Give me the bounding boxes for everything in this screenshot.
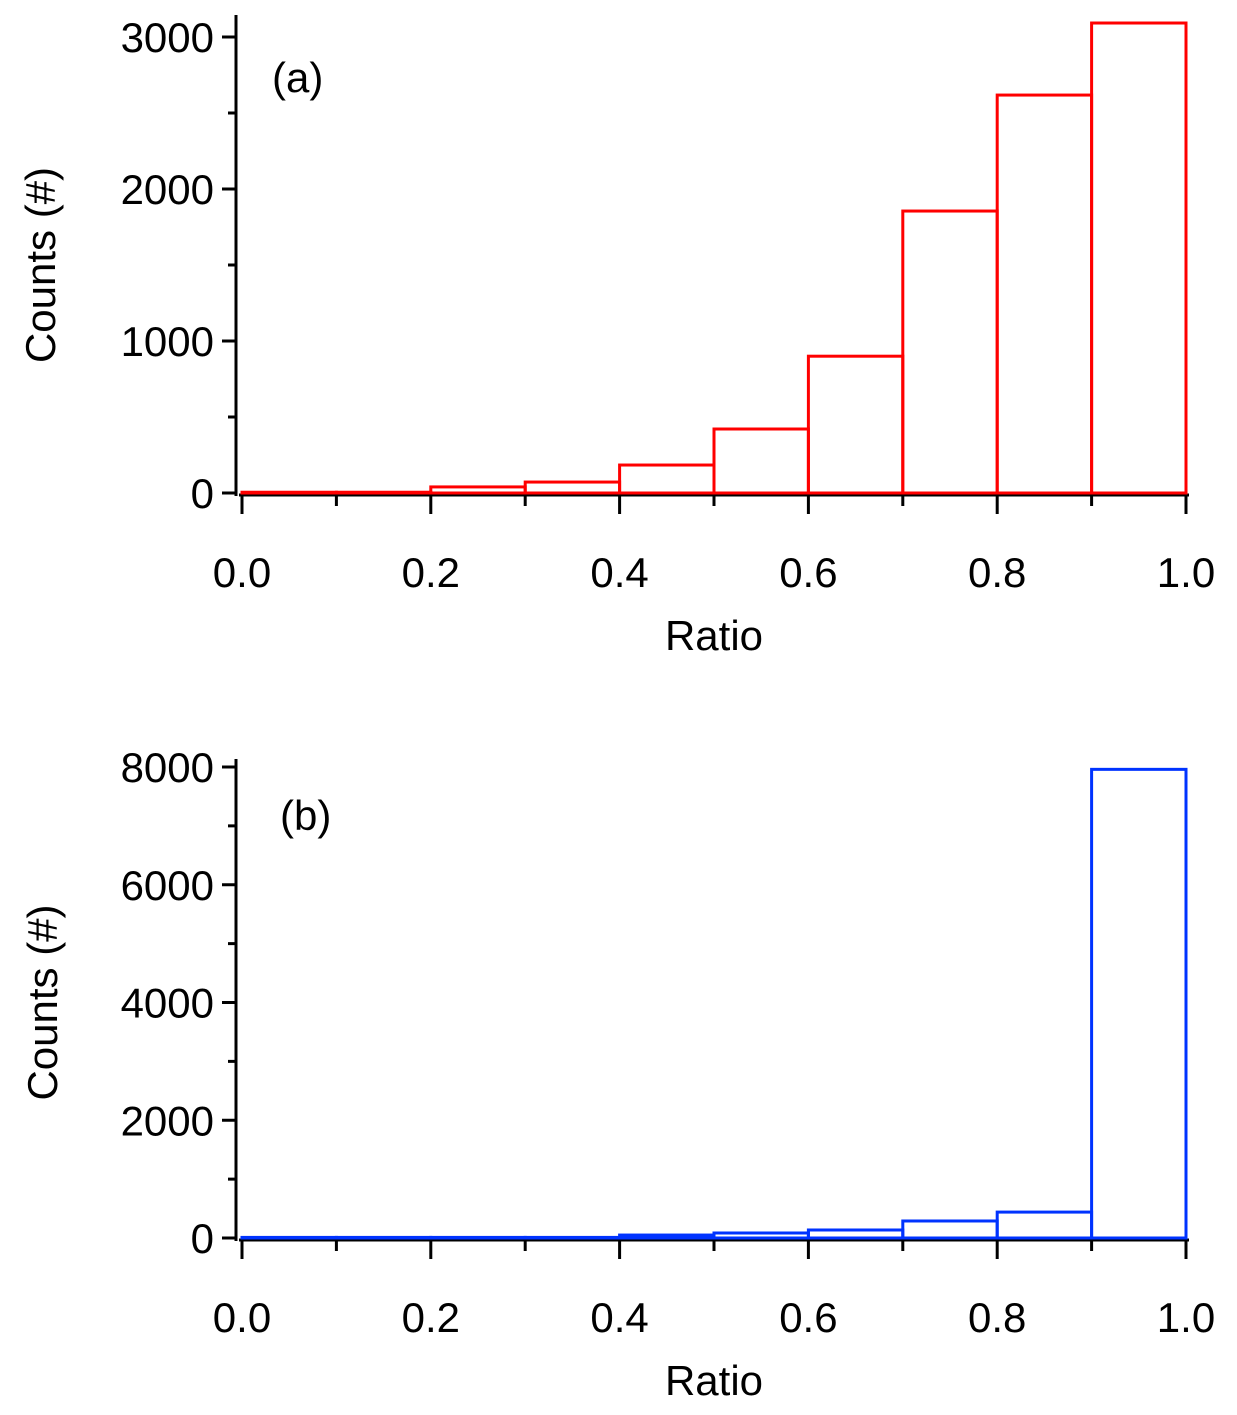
y-tick-label: 6000: [121, 862, 214, 909]
x-tick-label: 0.4: [590, 1294, 648, 1341]
x-tick-label: 0.8: [968, 1294, 1026, 1341]
y-tick-label: 2000: [121, 166, 214, 213]
histogram-bar: [334, 1235, 433, 1240]
histogram-bar: [901, 1219, 999, 1240]
panel-b: 0 2000 4000 6000 8000 0.0 0.2 0.4 0.6 0.8 1.0 Ratio…: [19, 744, 1215, 1404]
x-tick-label: 0.2: [402, 1294, 460, 1341]
histogram-bar: [429, 485, 527, 495]
histogram-bar: [712, 427, 810, 495]
histogram-bar: [995, 93, 1094, 495]
histogram-bar: [618, 463, 716, 495]
x-tick-label: 0.6: [779, 1294, 837, 1341]
y-tick-label: 2000: [121, 1097, 214, 1144]
x-tick-label: 0.0: [213, 549, 271, 596]
histogram-bar: [806, 354, 905, 495]
panel-label: (b): [280, 792, 331, 839]
x-axis-label: Ratio: [665, 1357, 763, 1404]
y-tick-label: 0: [191, 470, 214, 517]
x-axis-label: Ratio: [665, 612, 763, 659]
y-tick-label: 8000: [121, 744, 214, 791]
x-tick-label: 0.8: [968, 549, 1026, 596]
histogram-bar: [240, 490, 338, 495]
histogram-bar: [240, 1235, 338, 1240]
panel-a: 0 1000 2000 3000 0.0 0.2 0.4 0.6 0.8 1.0 Ratio Coun…: [17, 14, 1215, 659]
histogram-bar: [429, 1235, 527, 1240]
x-tick-label: 0.4: [590, 549, 648, 596]
y-axis-label: Counts (#): [19, 904, 66, 1100]
histogram-bar: [901, 209, 999, 495]
y-axis-label: Counts (#): [17, 167, 64, 363]
histogram-bar: [618, 1233, 716, 1240]
y-tick-label: 0: [191, 1215, 214, 1262]
panel-label: (a): [272, 54, 323, 101]
x-tick-label: 0.2: [402, 549, 460, 596]
x-tick-label: 0.6: [779, 549, 837, 596]
y-tick-label: 3000: [121, 14, 214, 61]
x-tick-label: 1.0: [1157, 549, 1215, 596]
histogram-bar: [523, 1235, 622, 1240]
histogram-bar: [995, 1210, 1094, 1240]
histogram-bar: [1090, 767, 1188, 1240]
histogram-bar: [1090, 21, 1188, 495]
y-tick-label: 4000: [121, 980, 214, 1027]
histogram-bar: [523, 480, 622, 495]
y-tick-label: 1000: [121, 318, 214, 365]
x-tick-label: 0.0: [213, 1294, 271, 1341]
histogram-bar: [334, 490, 433, 495]
x-tick-label: 1.0: [1157, 1294, 1215, 1341]
histogram-bar: [806, 1228, 905, 1240]
histogram-bar: [712, 1231, 810, 1240]
